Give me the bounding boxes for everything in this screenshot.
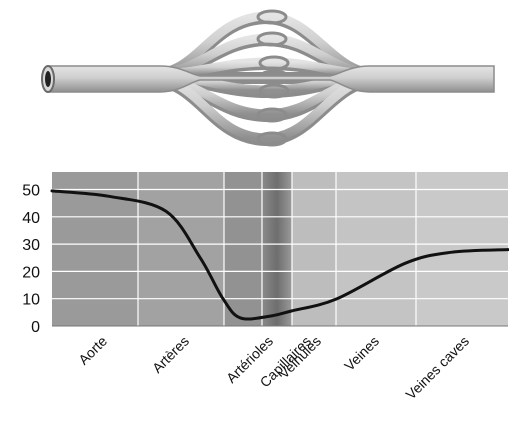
chart-grid (52, 172, 508, 327)
x-tick-label-6: Veines caves (402, 333, 472, 403)
y-tick-label-10: 10 (22, 292, 40, 309)
x-tick-label-5: Veines (341, 333, 382, 374)
y-tick-label-40: 40 (22, 210, 40, 227)
vessel-network-illustration (41, 9, 495, 147)
y-tick-label-20: 20 (22, 264, 40, 281)
x-tick-label-0: Aorte (75, 333, 110, 368)
y-axis-ticks: 0 10 20 30 40 50 (22, 183, 40, 337)
pressure-curve (50, 189, 509, 321)
chart-background (52, 172, 508, 326)
x-axis-ticks: Aorte Artères ArtériolesCapillairesVeinule… (75, 333, 472, 403)
y-tick-label-30: 30 (22, 237, 40, 254)
y-tick-label-0: 0 (31, 319, 40, 336)
x-tick-label-1: Artères (149, 333, 192, 376)
y-tick-label-50: 50 (22, 183, 40, 200)
